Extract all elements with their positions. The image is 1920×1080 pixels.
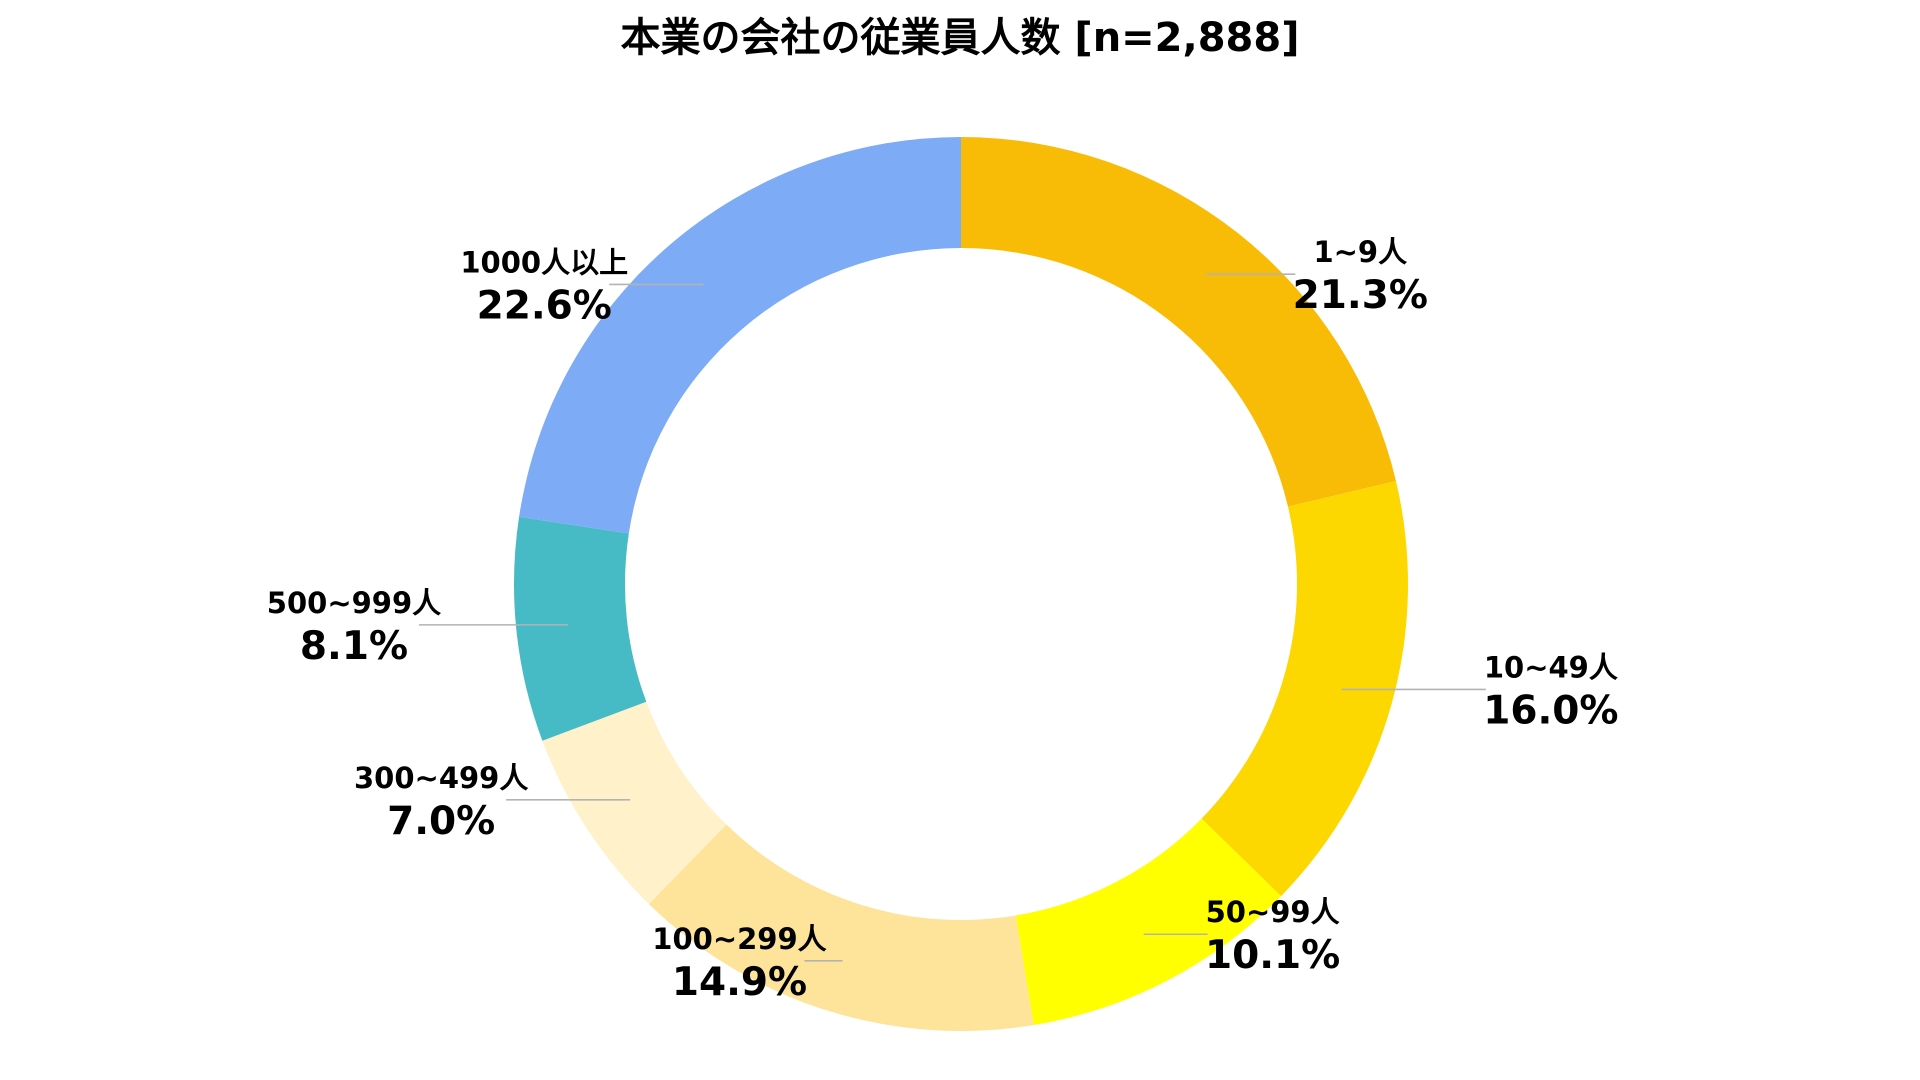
slice-category-label: 500~999人 — [267, 586, 441, 620]
donut-slice — [1015, 818, 1282, 1026]
slice-category-label: 100~299人 — [652, 922, 826, 956]
donut-slice — [514, 516, 647, 741]
slice-category-label: 10~49人 — [1484, 650, 1618, 684]
slice-value-label: 7.0% — [387, 799, 495, 844]
slice-category-label: 50~99人 — [1206, 895, 1340, 929]
donut-slice — [519, 137, 961, 534]
donut-slice — [648, 824, 1034, 1031]
slice-value-label: 10.1% — [1205, 933, 1340, 978]
slice-value-label: 21.3% — [1293, 273, 1428, 318]
donut-slice — [961, 137, 1396, 507]
slice-category-label: 1000人以上 — [460, 245, 628, 279]
leader-lines-layer — [418, 273, 1486, 962]
slice-value-label: 8.1% — [300, 624, 408, 669]
slice-value-label: 16.0% — [1483, 688, 1618, 733]
chart-title: 本業の会社の従業員人数 [n=2,888] — [620, 15, 1300, 61]
labels-layer: 1~9人 21.3% 10~49人 16.0% 50~99人 10.1% 100~299人 1… — [267, 235, 1619, 1005]
donut-slice — [1201, 481, 1408, 897]
donut-slice — [542, 701, 727, 905]
slice-category-label: 300~499人 — [354, 761, 528, 795]
slice-value-label: 22.6% — [477, 283, 612, 328]
slice-value-label: 14.9% — [672, 960, 807, 1005]
slices-layer — [514, 137, 1408, 1031]
slice-category-label: 1~9人 — [1313, 235, 1407, 269]
